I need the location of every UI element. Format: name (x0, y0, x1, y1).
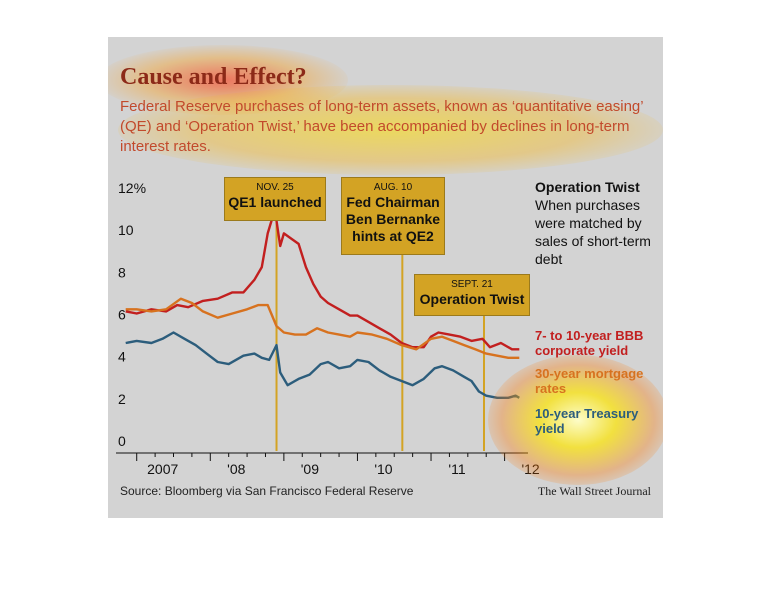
series-line-mortgage (125, 297, 520, 359)
y-tick-label: 2 (118, 391, 126, 407)
event-lines (275, 217, 486, 451)
y-tick-label: 6 (118, 307, 126, 323)
series-label-mortgage: 30-year mortgage rates (535, 366, 644, 396)
y-tick-label: 8 (118, 264, 126, 280)
x-tick-label: '12 (521, 461, 539, 477)
x-tick-label: '08 (227, 461, 245, 477)
side-note-heading: Operation Twist (535, 179, 640, 195)
chart-subtitle: Federal Reserve purchases of long-term a… (120, 98, 644, 155)
source-note: Source: Bloomberg via San Francisco Fede… (120, 484, 414, 498)
annotation-date: AUG. 10 (373, 182, 413, 193)
x-tick-label: '11 (448, 461, 465, 477)
annotation-date: SEPT. 21 (451, 279, 493, 290)
y-tick-label: 10 (118, 222, 134, 238)
annotation-text: QE1 launched (228, 194, 322, 210)
annotation-text: Fed Chairman Ben Bernanke hints at QE2 (345, 194, 441, 244)
chart-card: 0 2 4 6 8 10 12% 2007 '08 '09 '10 '11 '12 Cause and… (108, 37, 663, 518)
y-tick-label: 0 (118, 433, 126, 449)
publisher-credit: The Wall Street Journal (537, 484, 651, 498)
x-tick-label: '09 (301, 461, 319, 477)
y-tick-label: 4 (118, 349, 126, 365)
x-axis: 2007 '08 '09 '10 '11 '12 (116, 452, 540, 477)
y-axis: 0 2 4 6 8 10 12% (118, 180, 146, 449)
chart-title: Cause and Effect? (120, 64, 307, 90)
annotation-date: NOV. 25 (256, 182, 294, 193)
series-line-treasury (125, 331, 520, 399)
annotation-text: Operation Twist (419, 291, 525, 307)
x-tick-label: 2007 (147, 461, 178, 477)
series-lines (125, 215, 520, 399)
side-note-text: When purchases were matched by sales of … (535, 197, 651, 267)
annotation-operation-twist: SEPT. 21 Operation Twist (414, 274, 530, 316)
series-line-bbb (125, 215, 520, 351)
series-label-bbb: 7- to 10-year BBB corporate yield (535, 328, 644, 358)
x-tick-label: '10 (374, 461, 392, 477)
y-tick-label: 12% (118, 180, 146, 196)
annotation-qe1: NOV. 25 QE1 launched (224, 177, 326, 221)
side-note: Operation Twist When purchases were matc… (535, 178, 660, 268)
annotation-qe2-hint: AUG. 10 Fed Chairman Ben Bernanke hints … (341, 177, 445, 255)
series-label-treasury: 10-year Treasury yield (535, 406, 639, 436)
